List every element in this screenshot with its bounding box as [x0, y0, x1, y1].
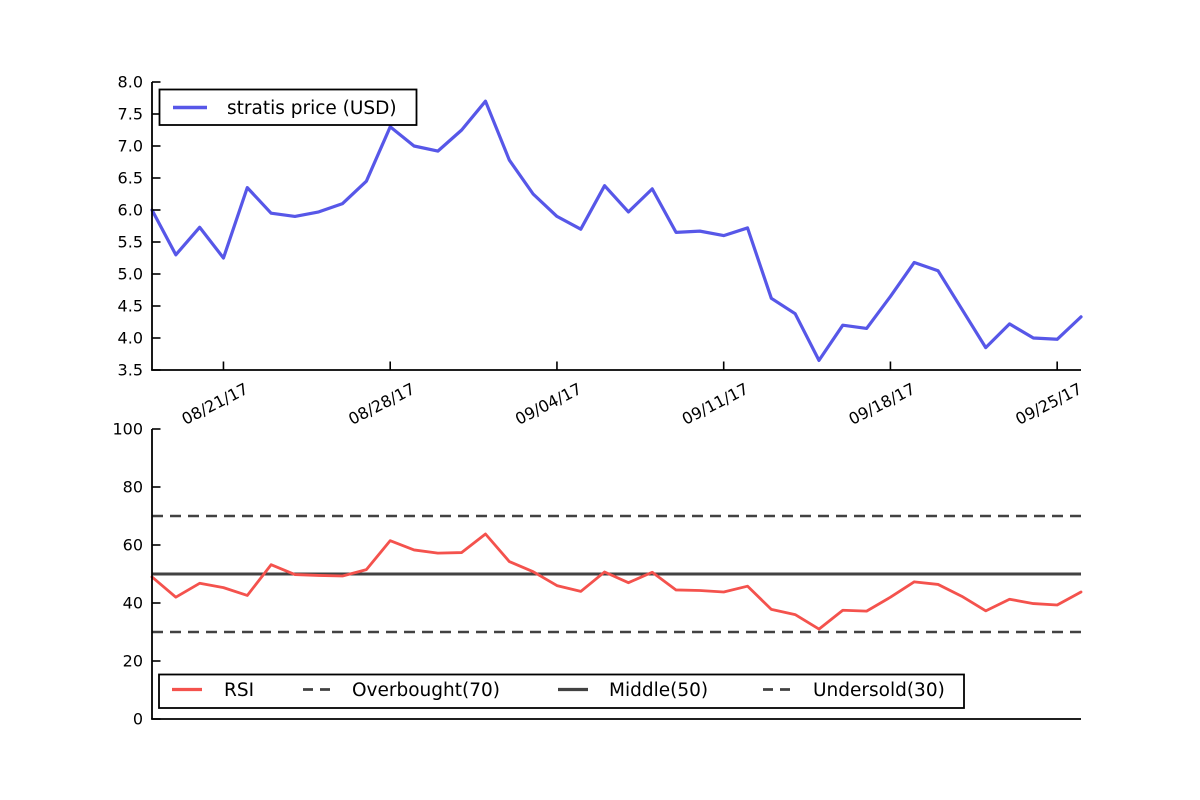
y-tick-label: 5.0: [118, 265, 143, 284]
x-tick-label: 09/25/17: [1012, 379, 1085, 429]
price-legend: stratis price (USD): [158, 88, 418, 126]
y-tick-label: 20: [123, 652, 143, 671]
y-tick-label: 3.5: [118, 361, 143, 380]
rsi-panel: 0 20 40 60 80 100 RSI Overbought(70) Middle(50) U…: [112, 420, 1083, 729]
y-tick-label: 6.5: [118, 169, 143, 188]
legend-label: RSI: [224, 680, 254, 701]
x-tick-label: 09/04/17: [512, 379, 585, 429]
legend-label: Middle(50): [609, 680, 708, 701]
price-line: [150, 99, 1083, 362]
x-tick-label: 08/21/17: [179, 379, 252, 429]
x-tick-label: 08/28/17: [345, 379, 418, 429]
y-tick-label: 8.0: [118, 73, 143, 92]
rsi-line: [150, 532, 1083, 631]
y-tick-label: 5.5: [118, 233, 143, 252]
legend-label: Undersold(30): [813, 680, 945, 701]
y-tick-label: 0: [133, 710, 143, 729]
x-tick-label: 09/11/17: [679, 379, 752, 429]
y-tick-label: 7.0: [118, 137, 143, 156]
price-panel: 3.5 4.0 4.5 5.0 5.5 6.0 6.5 7.0 7.5 8.0 08/21/17 08…: [118, 73, 1085, 429]
x-tick-label: 09/18/17: [846, 379, 919, 429]
legend-box: [158, 88, 418, 126]
y-tick-label: 80: [123, 478, 143, 497]
legend-label: Overbought(70): [352, 680, 500, 701]
legend-label: stratis price (USD): [227, 98, 397, 119]
rsi-legend: RSI Overbought(70) Middle(50) Undersold(30): [158, 673, 965, 709]
y-tick-label: 4.5: [118, 297, 143, 316]
y-tick-label: 6.0: [118, 201, 143, 220]
y-tick-label: 40: [123, 594, 143, 613]
y-tick-label: 100: [112, 420, 143, 439]
y-tick-label: 4.0: [118, 329, 143, 348]
y-tick-label: 7.5: [118, 105, 143, 124]
legend-box: [158, 673, 965, 709]
y-tick-label: 60: [123, 536, 143, 555]
